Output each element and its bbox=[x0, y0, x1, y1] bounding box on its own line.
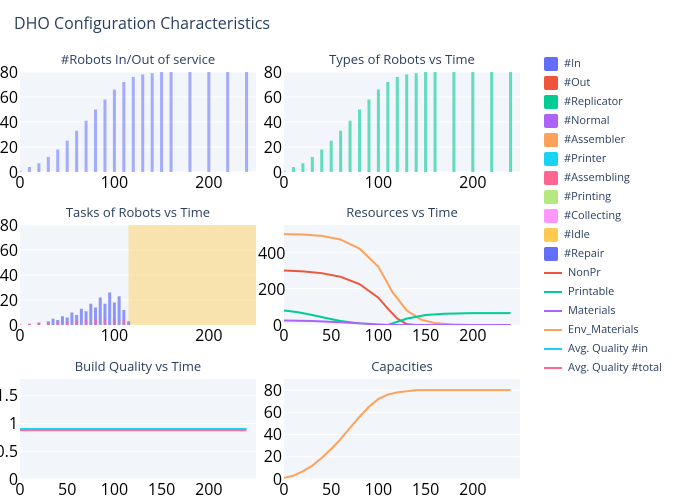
legend-item[interactable]: #Printing bbox=[544, 187, 694, 206]
legend-swatch bbox=[544, 76, 558, 90]
x-axis-ticks: 050100150200 bbox=[20, 481, 256, 493]
legend-label: Avg. Quality #total bbox=[568, 360, 662, 375]
panel-robots-io: #Robots In/Out of service 020406080 0100… bbox=[20, 50, 256, 183]
chart-svg bbox=[20, 225, 256, 325]
subplot-grid: #Robots In/Out of service 020406080 0100… bbox=[20, 50, 520, 490]
legend-item[interactable]: #Assembling bbox=[544, 168, 694, 187]
legend-swatch bbox=[544, 329, 562, 331]
legend-label: #Collecting bbox=[564, 208, 621, 223]
legend-label: Materials bbox=[568, 303, 616, 318]
x-axis-ticks: 050100150200 bbox=[284, 481, 520, 493]
legend-label: #Normal bbox=[564, 113, 610, 128]
panel-title: Resources vs Time bbox=[284, 203, 520, 221]
legend-item[interactable]: #Repair bbox=[544, 244, 694, 263]
legend-item[interactable]: #Printer bbox=[544, 149, 694, 168]
plot-area[interactable]: 020406080 0100200 bbox=[284, 72, 520, 172]
legend-label: Avg. Quality #in bbox=[568, 341, 648, 356]
chart-svg bbox=[20, 72, 256, 172]
y-axis-ticks: 0200400 bbox=[258, 225, 282, 325]
legend-swatch bbox=[544, 291, 562, 293]
plot-area[interactable]: 020406080 0100200 bbox=[20, 72, 256, 172]
legend-label: #Assembler bbox=[564, 132, 625, 147]
legend-swatch bbox=[544, 272, 562, 274]
legend-item[interactable]: #Assembler bbox=[544, 130, 694, 149]
legend-label: #Printing bbox=[564, 189, 611, 204]
plot-area[interactable]: 020406080 0100200 bbox=[20, 225, 256, 325]
panel-title: Types of Robots vs Time bbox=[284, 50, 520, 68]
legend: #In #Out #Replicator #Normal #Assembler #Prin… bbox=[544, 54, 694, 377]
panel-title: Capacities bbox=[284, 357, 520, 375]
legend-swatch bbox=[544, 190, 558, 204]
legend-swatch bbox=[544, 348, 562, 350]
legend-label: Env_Materials bbox=[568, 322, 639, 337]
legend-swatch bbox=[544, 114, 558, 128]
chart-svg bbox=[284, 379, 520, 479]
legend-label: #Repair bbox=[564, 246, 604, 261]
panel-title: Tasks of Robots vs Time bbox=[20, 203, 256, 221]
legend-item[interactable]: Avg. Quality #total bbox=[544, 358, 694, 377]
legend-swatch bbox=[544, 247, 558, 261]
y-axis-ticks: 020406080 bbox=[0, 225, 18, 325]
x-axis-ticks: 0100200 bbox=[284, 174, 520, 186]
panel-types: Types of Robots vs Time 020406080 010020… bbox=[284, 50, 520, 183]
x-axis-ticks: 0100200 bbox=[20, 327, 256, 339]
panel-quality: Build Quality vs Time 00.511.5 050100150… bbox=[20, 357, 256, 490]
legend-label: #Assembling bbox=[564, 170, 630, 185]
legend-label: #Idle bbox=[564, 227, 590, 242]
x-axis-ticks: 0100200 bbox=[20, 174, 256, 186]
legend-item[interactable]: Env_Materials bbox=[544, 320, 694, 339]
panel-capacities: Capacities 020406080 050100150200 bbox=[284, 357, 520, 490]
plot-area[interactable]: 00.511.5 050100150200 bbox=[20, 379, 256, 479]
plot-area[interactable]: 020406080 050100150200 bbox=[284, 379, 520, 479]
legend-item[interactable]: Printable bbox=[544, 282, 694, 301]
legend-label: NonPr bbox=[568, 265, 601, 280]
y-axis-ticks: 020406080 bbox=[258, 379, 282, 479]
legend-item[interactable]: #In bbox=[544, 54, 694, 73]
legend-label: #Replicator bbox=[564, 94, 623, 109]
legend-item[interactable]: #Replicator bbox=[544, 92, 694, 111]
legend-label: #Out bbox=[564, 75, 590, 90]
legend-item[interactable]: Avg. Quality #in bbox=[544, 339, 694, 358]
legend-swatch bbox=[544, 310, 562, 312]
legend-swatch bbox=[544, 171, 558, 185]
page-title: DHO Configuration Characteristics bbox=[14, 12, 690, 34]
y-axis-ticks: 00.511.5 bbox=[0, 379, 18, 479]
panel-title: Build Quality vs Time bbox=[20, 357, 256, 375]
legend-swatch bbox=[544, 95, 558, 109]
legend-swatch bbox=[544, 57, 558, 71]
legend-swatch bbox=[544, 133, 558, 147]
legend-item[interactable]: #Out bbox=[544, 73, 694, 92]
y-axis-ticks: 020406080 bbox=[258, 72, 282, 172]
panel-title: #Robots In/Out of service bbox=[20, 50, 256, 68]
legend-swatch bbox=[544, 152, 558, 166]
legend-label: #In bbox=[564, 56, 581, 71]
legend-item[interactable]: #Normal bbox=[544, 111, 694, 130]
chart-svg bbox=[284, 72, 520, 172]
legend-item[interactable]: NonPr bbox=[544, 263, 694, 282]
legend-label: #Printer bbox=[564, 151, 606, 166]
chart-svg bbox=[20, 379, 256, 479]
legend-swatch bbox=[544, 228, 558, 242]
panel-tasks: Tasks of Robots vs Time 020406080 010020… bbox=[20, 203, 256, 336]
legend-item[interactable]: #Idle bbox=[544, 225, 694, 244]
plot-area[interactable]: 0200400 050100150200 bbox=[284, 225, 520, 325]
legend-swatch bbox=[544, 209, 558, 223]
legend-label: Printable bbox=[568, 284, 614, 299]
legend-item[interactable]: #Collecting bbox=[544, 206, 694, 225]
panel-resources: Resources vs Time 0200400 050100150200 bbox=[284, 203, 520, 336]
y-axis-ticks: 020406080 bbox=[0, 72, 18, 172]
legend-item[interactable]: Materials bbox=[544, 301, 694, 320]
x-axis-ticks: 050100150200 bbox=[284, 327, 520, 339]
legend-swatch bbox=[544, 367, 562, 369]
chart-svg bbox=[284, 225, 520, 325]
